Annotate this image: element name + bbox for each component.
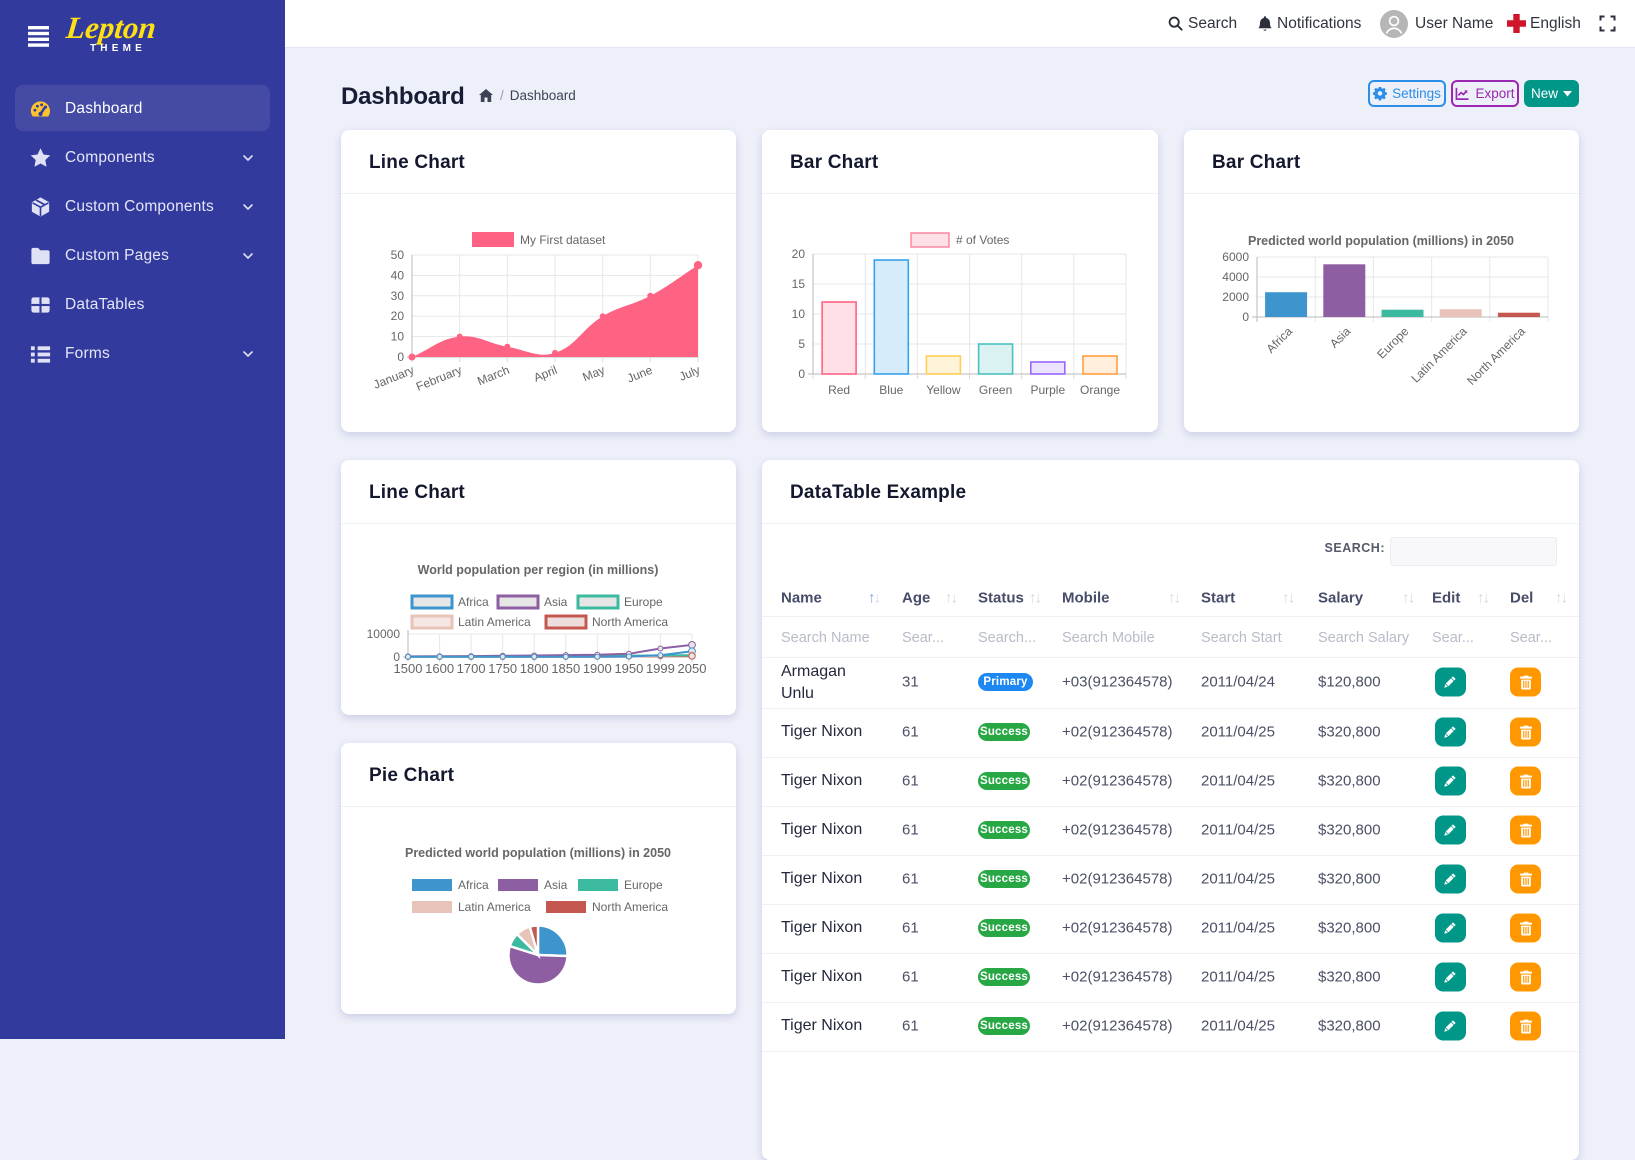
svg-text:Latin America: Latin America — [1408, 324, 1470, 386]
svg-text:My First dataset: My First dataset — [520, 233, 606, 247]
svg-text:March: March — [475, 363, 511, 388]
svg-text:10: 10 — [391, 330, 405, 344]
svg-text:40: 40 — [391, 268, 405, 282]
svg-text:North America: North America — [592, 900, 668, 914]
svg-text:February: February — [414, 363, 464, 394]
svg-text:0: 0 — [393, 650, 400, 664]
svg-text:5: 5 — [798, 337, 805, 351]
svg-text:July: July — [677, 363, 702, 384]
svg-text:20: 20 — [792, 247, 806, 261]
svg-text:Africa: Africa — [1264, 324, 1296, 356]
svg-text:June: June — [625, 363, 655, 386]
svg-text:Orange: Orange — [1080, 383, 1120, 397]
svg-text:Predicted world population (mi: Predicted world population (millions) in… — [1248, 234, 1514, 248]
svg-text:Africa: Africa — [458, 878, 489, 892]
svg-text:1800: 1800 — [520, 661, 549, 676]
svg-text:1999: 1999 — [646, 661, 675, 676]
svg-text:North America: North America — [1464, 324, 1528, 388]
svg-text:Purple: Purple — [1030, 383, 1065, 397]
svg-text:10: 10 — [792, 307, 806, 321]
svg-text:4000: 4000 — [1222, 270, 1249, 284]
svg-text:15: 15 — [792, 277, 806, 291]
svg-text:Red: Red — [828, 383, 850, 397]
svg-text:0: 0 — [397, 350, 404, 364]
svg-text:1750: 1750 — [488, 661, 517, 676]
svg-text:# of Votes: # of Votes — [956, 233, 1009, 247]
svg-text:50: 50 — [391, 248, 405, 262]
svg-text:Green: Green — [979, 383, 1012, 397]
svg-text:Africa: Africa — [458, 595, 489, 609]
svg-text:Europe: Europe — [624, 878, 663, 892]
svg-text:World population per region (i: World population per region (in millions… — [418, 563, 659, 577]
svg-text:30: 30 — [391, 289, 405, 303]
svg-text:2000: 2000 — [1222, 290, 1249, 304]
svg-text:1700: 1700 — [457, 661, 486, 676]
svg-text:6000: 6000 — [1222, 250, 1249, 264]
svg-text:1600: 1600 — [425, 661, 454, 676]
svg-text:1850: 1850 — [551, 661, 580, 676]
svg-text:Yellow: Yellow — [926, 383, 961, 397]
svg-text:0: 0 — [1242, 310, 1249, 324]
svg-text:Blue: Blue — [879, 383, 903, 397]
svg-text:April: April — [532, 363, 560, 385]
svg-text:0: 0 — [798, 367, 805, 381]
svg-text:Asia: Asia — [544, 595, 568, 609]
svg-text:Europe: Europe — [624, 595, 663, 609]
svg-text:Latin America: Latin America — [458, 615, 531, 629]
svg-text:Europe: Europe — [1374, 324, 1411, 361]
svg-text:20: 20 — [391, 309, 405, 323]
svg-text:May: May — [581, 363, 607, 384]
svg-text:Predicted world population (mi: Predicted world population (millions) in… — [405, 846, 671, 860]
svg-text:Asia: Asia — [544, 878, 568, 892]
svg-text:10000: 10000 — [367, 627, 401, 641]
svg-text:North America: North America — [592, 615, 668, 629]
svg-text:1500: 1500 — [394, 661, 423, 676]
svg-text:1900: 1900 — [583, 661, 612, 676]
svg-text:1950: 1950 — [614, 661, 643, 676]
svg-text:January: January — [371, 363, 416, 392]
svg-text:Latin America: Latin America — [458, 900, 531, 914]
svg-text:2050: 2050 — [678, 661, 707, 676]
svg-text:Asia: Asia — [1327, 324, 1354, 351]
